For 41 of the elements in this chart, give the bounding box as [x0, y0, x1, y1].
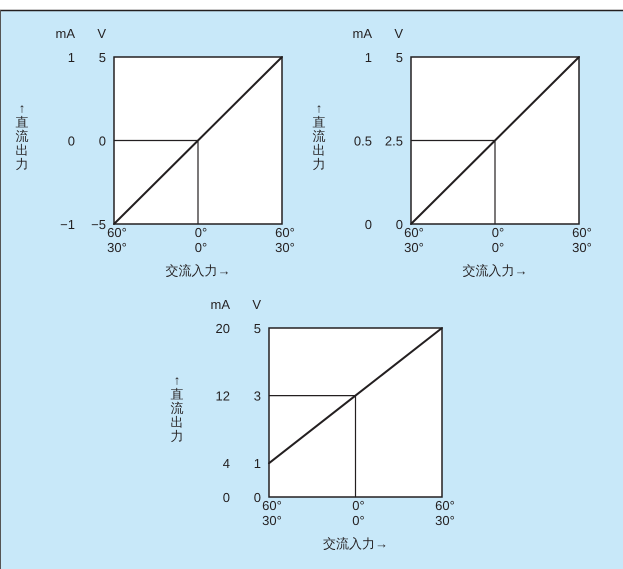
y2-axis-title: V [252, 297, 262, 312]
text: ↑直流出力 [16, 100, 28, 172]
y2-tick-label: 0 [396, 217, 403, 232]
y-tick-label: 12 [216, 388, 230, 404]
y2-axis-title: V [394, 26, 404, 41]
y-tick-label: 4 [222, 456, 230, 472]
y-tick-label: 1 [364, 50, 372, 65]
y-tick-label: 1 [68, 50, 75, 65]
y-tick-label: 0 [364, 217, 372, 232]
y-tick-label: −1 [60, 217, 75, 232]
y2-tick-label: 5 [396, 50, 403, 65]
x-axis-title: 交流入力→ [323, 536, 388, 551]
y-tick-label: 0 [68, 134, 75, 148]
y2-tick-label: 1 [254, 456, 261, 472]
x-tick-label: 60° 30° [262, 498, 282, 528]
y2-tick-label: 0 [254, 490, 261, 505]
y2-axis-title: V [97, 26, 106, 41]
y-tick-label: 20 [216, 321, 230, 336]
y2-tick-label: 3 [254, 388, 261, 404]
y2-tick-label: −5 [91, 217, 106, 232]
x-tick-label: 0° 0° [492, 225, 504, 255]
x-tick-label: 60° 30° [404, 225, 424, 255]
x-axis-title: 交流入力→ [462, 263, 528, 278]
x-tick-label: 0° 0° [352, 498, 365, 528]
y2-tick-label: 5 [98, 50, 106, 65]
x-tick-label: 60° 30° [435, 498, 455, 528]
x-axis-title: 交流入力→ [166, 263, 230, 278]
x-tick-label: 60° 30° [275, 225, 295, 255]
x-tick-label: 60° 30° [572, 225, 592, 255]
text: ↑直流出力 [170, 372, 184, 444]
y-axis-title: mA [210, 297, 230, 312]
y-tick-label: 0.5 [354, 134, 372, 148]
y-tick-label: 0 [222, 490, 230, 505]
y-axis-title: mA [56, 26, 76, 41]
y2-tick-label: 2.5 [384, 134, 403, 148]
x-tick-label: 60° 30° [107, 225, 127, 255]
text: ↑直流出力 [312, 100, 326, 172]
y-axis-title: mA [352, 26, 372, 41]
x-tick-label: 0° 0° [194, 225, 208, 255]
y2-tick-label: 5 [254, 321, 261, 336]
y2-tick-label: 0 [98, 134, 106, 148]
